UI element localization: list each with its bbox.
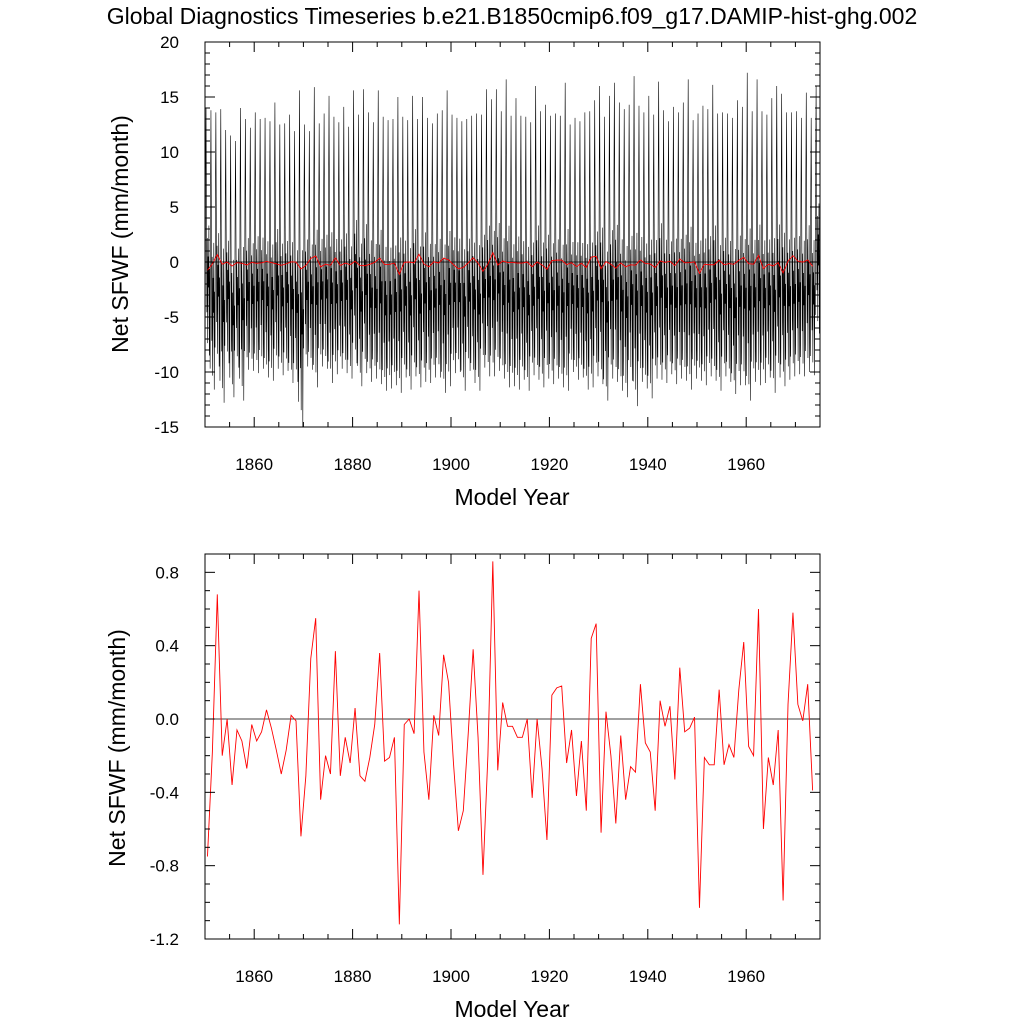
bottom-x-tick-label: 1880 [334, 967, 372, 986]
bottom-y-tick-label: 0.0 [155, 710, 179, 729]
bottom-x-tick-label: 1860 [235, 967, 273, 986]
top-y-tick-label: 5 [170, 198, 179, 217]
top-y-tick-label: 20 [160, 33, 179, 52]
figure-title: Global Diagnostics Timeseries b.e21.B185… [107, 3, 918, 29]
top-x-tick-label: 1900 [432, 455, 470, 474]
bottom-y-tick-label: -0.4 [150, 783, 179, 802]
bottom-panel: 1860 1880 1900 1920 1940 1960 -1.2 -0.8 -0.4 0.0 0… [104, 553, 821, 1022]
top-annual-series-line [207, 251, 813, 276]
bottom-x-axis-title: Model Year [454, 996, 569, 1022]
bottom-y-axis-title: Net SFWF (mm/month) [104, 629, 130, 867]
top-y-tick-label: -5 [164, 308, 179, 327]
top-x-tick-label: 1880 [334, 455, 372, 474]
top-plot-area [204, 72, 821, 428]
top-plot-frame [204, 41, 821, 428]
top-x-tick-label: 1920 [530, 455, 568, 474]
bottom-x-tick-label: 1940 [629, 967, 667, 986]
top-y-tick-label: -10 [154, 363, 179, 382]
top-y-tick-label: -15 [154, 418, 179, 437]
bottom-x-tick-label: 1960 [727, 967, 765, 986]
bottom-y-tick-label: 0.8 [155, 563, 179, 582]
bottom-y-tick-label: 0.4 [155, 637, 179, 656]
top-y-tick-label: 15 [160, 88, 179, 107]
top-x-tick-label: 1960 [727, 455, 765, 474]
top-y-axis-title: Net SFWF (mm/month) [107, 115, 133, 353]
bottom-axes-ticks: 1860 1880 1900 1920 1940 1960 -1.2 -0.8 -0.4 0.0 0… [150, 553, 821, 986]
bottom-y-tick-label: -0.8 [150, 857, 179, 876]
bottom-plot-area [205, 561, 820, 925]
top-axes-ticks: 1860 1880 1900 1920 1940 1960 -15 -10 -5 0 5 10 15 20 [154, 33, 821, 474]
top-x-tick-label: 1860 [235, 455, 273, 474]
top-y-tick-label: 10 [160, 143, 179, 162]
bottom-annual-series-line [207, 561, 814, 925]
bottom-y-tick-label: -1.2 [150, 930, 179, 949]
top-y-tick-label: 0 [170, 253, 179, 272]
top-x-tick-label: 1940 [629, 455, 667, 474]
bottom-x-tick-label: 1920 [530, 967, 568, 986]
bottom-x-tick-label: 1900 [432, 967, 470, 986]
top-x-axis-title: Model Year [454, 484, 569, 510]
top-monthly-series-line [204, 72, 821, 428]
bottom-plot-frame [204, 553, 821, 940]
top-panel: 1860 1880 1900 1920 1940 1960 -15 -10 -5 0 5 10 15 20… [107, 33, 821, 510]
